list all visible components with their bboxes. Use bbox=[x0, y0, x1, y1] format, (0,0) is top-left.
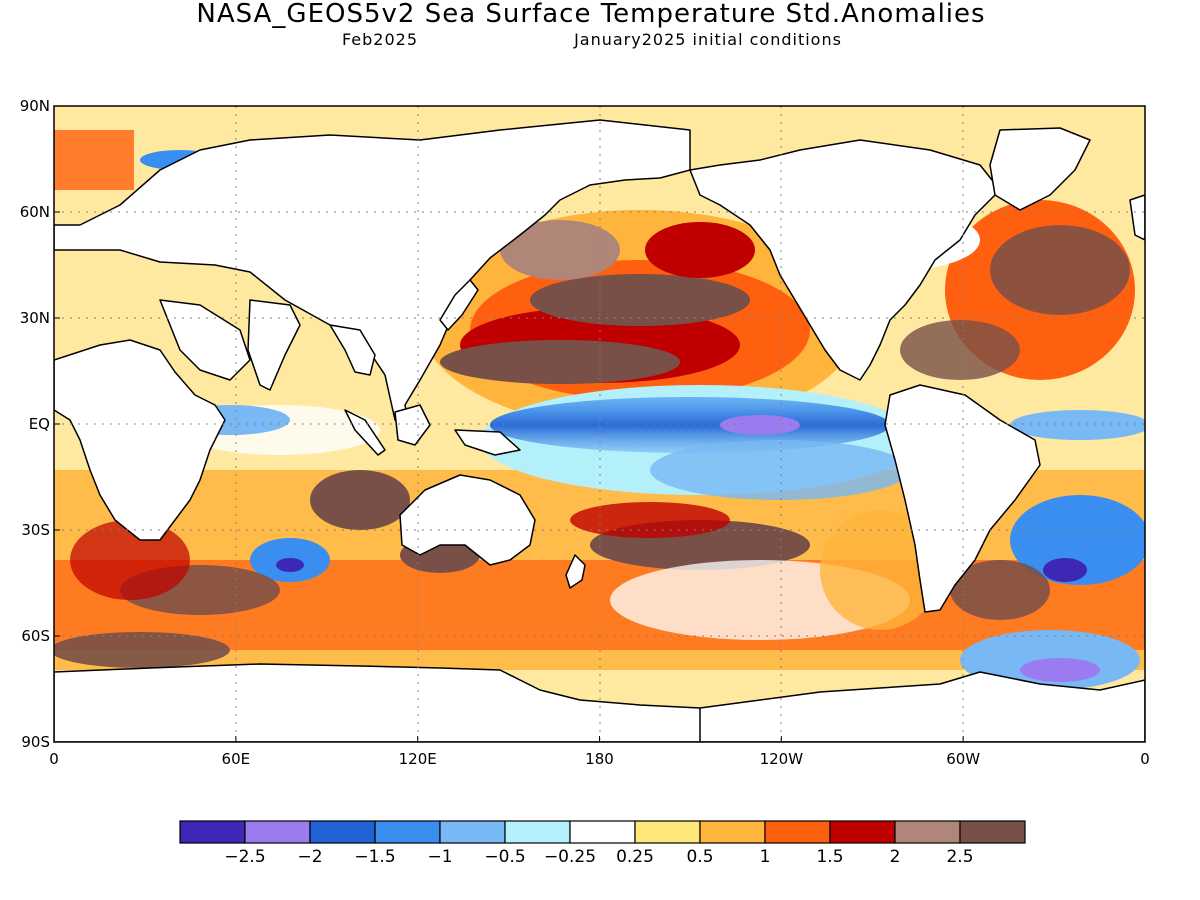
colorbar-swatch bbox=[504, 820, 571, 844]
north-america-land bbox=[689, 139, 1001, 381]
japan-land bbox=[439, 279, 479, 331]
britain-land bbox=[1129, 194, 1145, 241]
latitude-tick-label: 60S bbox=[21, 627, 50, 645]
longitude-tick-label: 60E bbox=[222, 750, 251, 768]
latitude-tick-label: 90S bbox=[21, 733, 50, 751]
new-guinea-land bbox=[454, 429, 521, 456]
colorbar-swatch bbox=[764, 820, 831, 844]
colorbar-label: −0.5 bbox=[484, 847, 525, 867]
colorbar-swatch bbox=[699, 820, 766, 844]
colorbar-swatch bbox=[959, 820, 1026, 844]
longitude-tick-label: 60W bbox=[946, 750, 980, 768]
longitude-tick-labels: 0 60E 120E 180 120W 60W 0 bbox=[49, 736, 1150, 768]
longitude-tick-label: 120E bbox=[399, 750, 437, 768]
latitude-tick-labels: 90N 60N 30N EQ 30S 60S 90S bbox=[20, 97, 60, 751]
greenland-land bbox=[989, 127, 1091, 211]
figure-title: NASA_GEOS5v2 Sea Surface Temperature Std… bbox=[196, 0, 985, 29]
borneo-land bbox=[394, 404, 431, 446]
colorbar-label: 2 bbox=[890, 847, 901, 867]
southeast-asia-land bbox=[329, 324, 376, 376]
longitude-tick-label: 120W bbox=[760, 750, 804, 768]
sumatra-land bbox=[344, 409, 386, 456]
new-zealand-land bbox=[565, 554, 586, 589]
colorbar-swatch bbox=[439, 820, 506, 844]
colorbar-label: −2.5 bbox=[224, 847, 265, 867]
colorbar-label: −0.25 bbox=[544, 847, 596, 867]
colorbar-label: 0.5 bbox=[686, 847, 713, 867]
latitude-tick-label: 90N bbox=[20, 97, 50, 115]
graticule bbox=[54, 106, 1145, 742]
arabia-land bbox=[159, 299, 251, 381]
colorbar-label: −1 bbox=[427, 847, 452, 867]
initial-conditions-label: January2025 initial conditions bbox=[573, 30, 842, 49]
longitude-tick-label: 180 bbox=[585, 750, 614, 768]
land-masses bbox=[54, 119, 1145, 742]
longitude-tick-label: 0 bbox=[49, 750, 59, 768]
africa-land bbox=[54, 339, 226, 541]
colorbar-swatch bbox=[374, 820, 441, 844]
colorbar-swatch bbox=[569, 820, 636, 844]
colorbar-label: 2.5 bbox=[946, 847, 973, 867]
latitude-tick-label: EQ bbox=[29, 415, 50, 433]
colorbar-label: −1.5 bbox=[354, 847, 395, 867]
colorbar-label: 1 bbox=[760, 847, 771, 867]
antarctica-land bbox=[54, 663, 1145, 742]
colorbar: −2.5 −2 −1.5 −1 −0.5 −0.25 0.25 0.5 1 1.5 2 2.5 bbox=[179, 820, 1026, 867]
colorbar-swatch bbox=[634, 820, 701, 844]
india-land bbox=[247, 299, 301, 391]
colorbar-label: 0.25 bbox=[616, 847, 654, 867]
latitude-tick-label: 60N bbox=[20, 203, 50, 221]
latitude-tick-label: 30N bbox=[20, 309, 50, 327]
map-panel bbox=[54, 106, 1145, 742]
colorbar-label: 1.5 bbox=[816, 847, 843, 867]
colorbar-swatch bbox=[894, 820, 961, 844]
colorbar-swatch bbox=[309, 820, 376, 844]
eurasia-africa-land bbox=[54, 119, 691, 431]
australia-land bbox=[399, 474, 536, 566]
colorbar-swatch bbox=[179, 820, 246, 844]
longitude-tick-label: 0 bbox=[1140, 750, 1150, 768]
latitude-tick-label: 30S bbox=[21, 521, 50, 539]
forecast-month-label: Feb2025 bbox=[342, 30, 418, 49]
colorbar-swatch bbox=[244, 820, 311, 844]
colorbar-label: −2 bbox=[297, 847, 322, 867]
colorbar-swatch bbox=[829, 820, 896, 844]
